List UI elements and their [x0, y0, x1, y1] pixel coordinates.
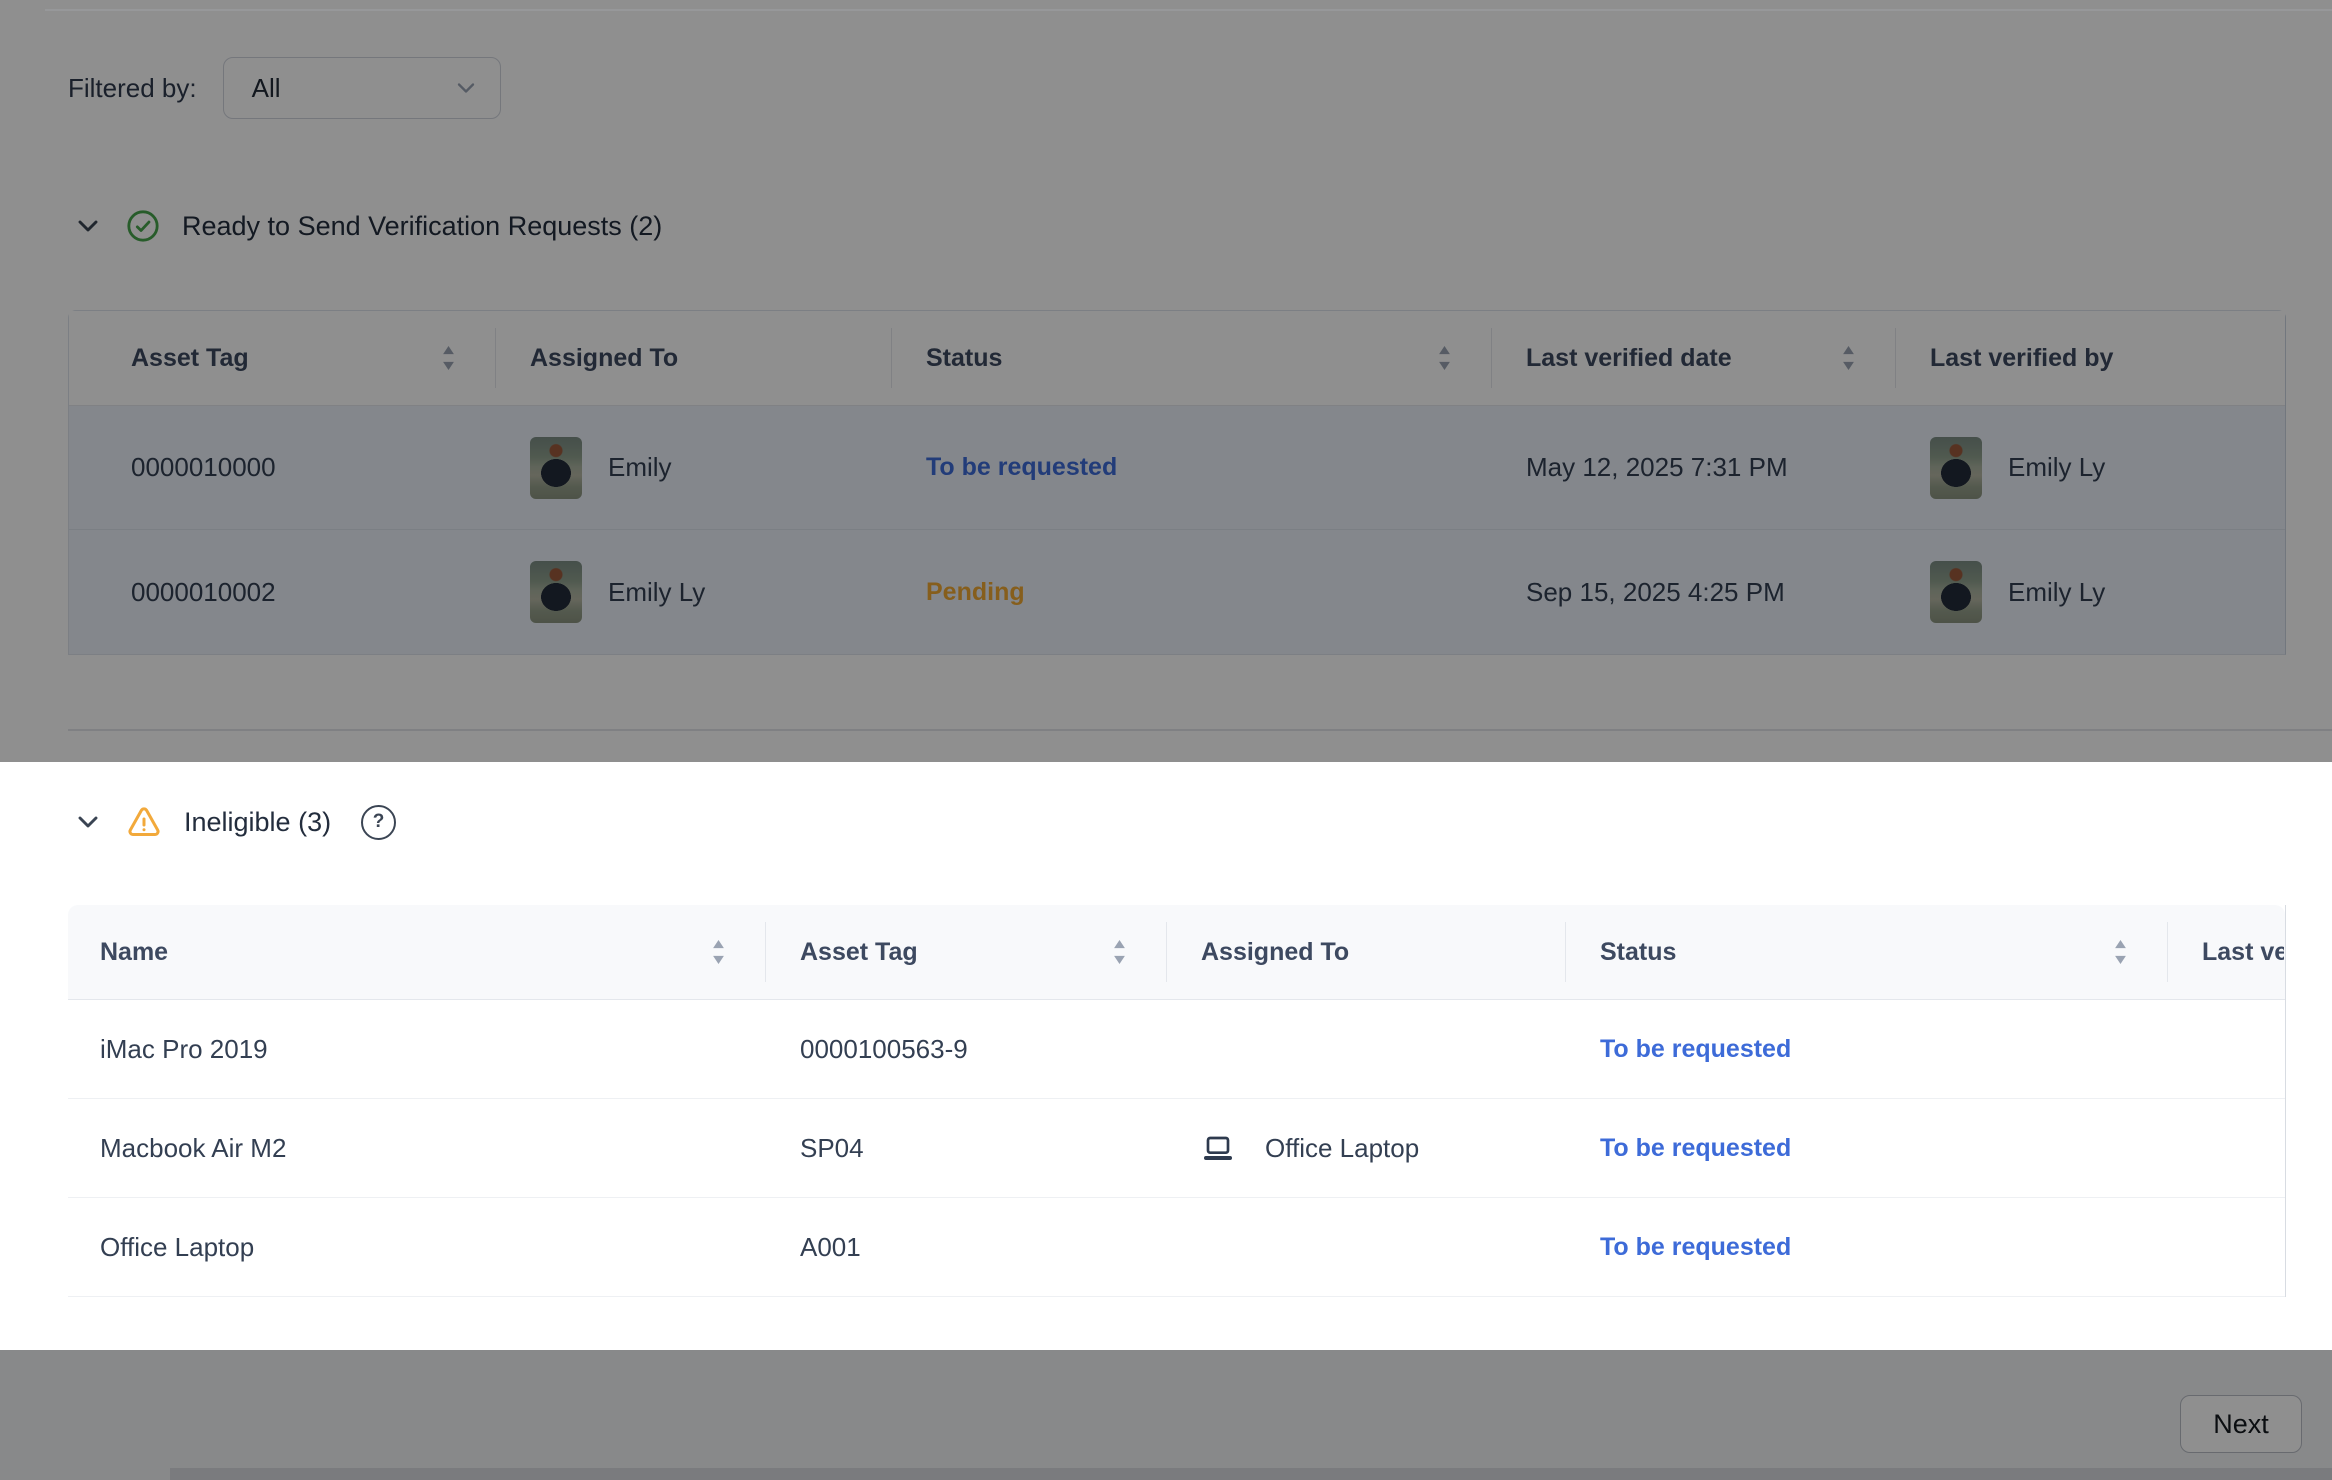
filter-dropdown[interactable]: All: [222, 57, 501, 119]
filter-dropdown-value: All: [251, 72, 281, 103]
avatar: [1930, 561, 1982, 623]
status-cell: To be requested: [1566, 1000, 2168, 1098]
status-badge: To be requested: [1600, 1133, 1792, 1162]
status-badge: Pending: [926, 577, 1025, 606]
section-ineligible-title: Ineligible (3): [184, 806, 332, 837]
last-verified-date-cell: May 12, 2025 7:31 PM: [1526, 452, 1788, 482]
last-verified-by-cell: Emily Ly: [1896, 530, 2285, 654]
status-cell: To be requested: [892, 406, 1492, 529]
check-circle-icon: [127, 210, 159, 242]
sort-icon[interactable]: [441, 346, 456, 370]
asset-tag-cell: 0000100563-9: [800, 1033, 968, 1064]
last-verified-by-cell: Emily Ly: [1896, 406, 2285, 529]
name-cell: iMac Pro 2019: [100, 1033, 268, 1064]
avatar: [530, 561, 582, 623]
chevron-down-icon: [457, 83, 474, 93]
ready-table: Asset Tag Assigned To Status Last verifi…: [68, 310, 2286, 655]
status-badge: To be requested: [926, 453, 1118, 481]
column-header-assigned-to[interactable]: Assigned To: [496, 311, 892, 405]
last-verified-cell: [2168, 1198, 2284, 1296]
ineligible-table-header: Name Asset Tag Assigned To Status Last v…: [68, 905, 2285, 1000]
help-icon[interactable]: ?: [361, 804, 397, 840]
laptop-icon: [1204, 1136, 1232, 1160]
avatar: [530, 436, 582, 499]
top-divider: [45, 9, 2332, 11]
sort-icon[interactable]: [711, 940, 726, 964]
sort-icon[interactable]: [1112, 940, 1127, 964]
column-header-name[interactable]: Name: [68, 905, 766, 999]
footer-bar: [0, 1350, 2332, 1480]
assigned-to-cell: [1167, 1000, 1566, 1098]
assigned-to-cell: Emily Ly: [496, 530, 892, 654]
chevron-down-icon[interactable]: [72, 210, 104, 242]
column-header-last-verified-clipped[interactable]: Last ve: [2202, 937, 2284, 966]
status-cell: To be requested: [1566, 1099, 2168, 1197]
avatar: [1930, 436, 1982, 499]
table-row[interactable]: 0000010000 Emily To be requested May 12,…: [69, 406, 2285, 530]
column-header-last-verified-date[interactable]: Last verified date: [1492, 311, 1896, 405]
last-verified-cell: [2168, 1000, 2284, 1098]
sort-icon[interactable]: [1841, 346, 1856, 370]
asset-tag-cell: 0000010002: [131, 576, 276, 607]
section-ineligible-header: Ineligible (3) ?: [72, 800, 397, 844]
column-header-status[interactable]: Status: [892, 311, 1492, 405]
name-cell: Office Laptop: [100, 1231, 255, 1262]
sort-icon[interactable]: [1437, 346, 1452, 370]
status-badge: To be requested: [1600, 1232, 1792, 1261]
column-header-asset-tag[interactable]: Asset Tag: [69, 311, 496, 405]
chevron-down-icon[interactable]: [72, 806, 104, 838]
status-badge: To be requested: [1600, 1034, 1792, 1063]
column-header-assigned-to[interactable]: Assigned To: [1167, 905, 1566, 999]
status-cell: Pending: [892, 530, 1492, 654]
asset-tag-cell: A001: [800, 1231, 861, 1262]
section-ready-header: Ready to Send Verification Requests (2): [72, 204, 662, 248]
ready-table-header: Asset Tag Assigned To Status Last verifi…: [69, 311, 2285, 406]
section-divider: [68, 729, 2332, 731]
footer-edge: [170, 1468, 2332, 1480]
filter-bar: Filtered by: All: [68, 57, 501, 119]
assigned-to-cell: [1167, 1198, 1566, 1296]
column-header-asset-tag[interactable]: Asset Tag: [766, 905, 1167, 999]
column-header-status[interactable]: Status: [1566, 905, 2168, 999]
table-row[interactable]: Macbook Air M2 SP04 Office Laptop To be …: [68, 1099, 2285, 1198]
name-cell: Macbook Air M2: [100, 1132, 287, 1163]
status-cell: To be requested: [1566, 1198, 2168, 1296]
asset-tag-cell: 0000010000: [131, 452, 276, 482]
section-ready-title: Ready to Send Verification Requests (2): [182, 210, 663, 241]
ineligible-table: Name Asset Tag Assigned To Status Last v…: [68, 905, 2286, 1297]
assigned-to-cell: Office Laptop: [1167, 1099, 1566, 1197]
last-verified-cell: [2168, 1099, 2284, 1197]
table-row[interactable]: Office Laptop A001 To be requested: [68, 1198, 2285, 1297]
assigned-to-cell: Emily: [496, 406, 892, 529]
warning-triangle-icon: [128, 807, 160, 836]
table-row[interactable]: iMac Pro 2019 0000100563-9 To be request…: [68, 1000, 2285, 1099]
sort-icon[interactable]: [2113, 940, 2128, 964]
table-row[interactable]: 0000010002 Emily Ly Pending Sep 15, 2025…: [69, 530, 2285, 654]
column-header-last-verified-by[interactable]: Last verified by: [1930, 343, 2114, 372]
asset-tag-cell: SP04: [800, 1132, 864, 1163]
next-button[interactable]: Next: [2180, 1395, 2302, 1453]
filter-label: Filtered by:: [68, 72, 197, 103]
last-verified-date-cell: Sep 15, 2025 4:25 PM: [1526, 576, 1785, 607]
